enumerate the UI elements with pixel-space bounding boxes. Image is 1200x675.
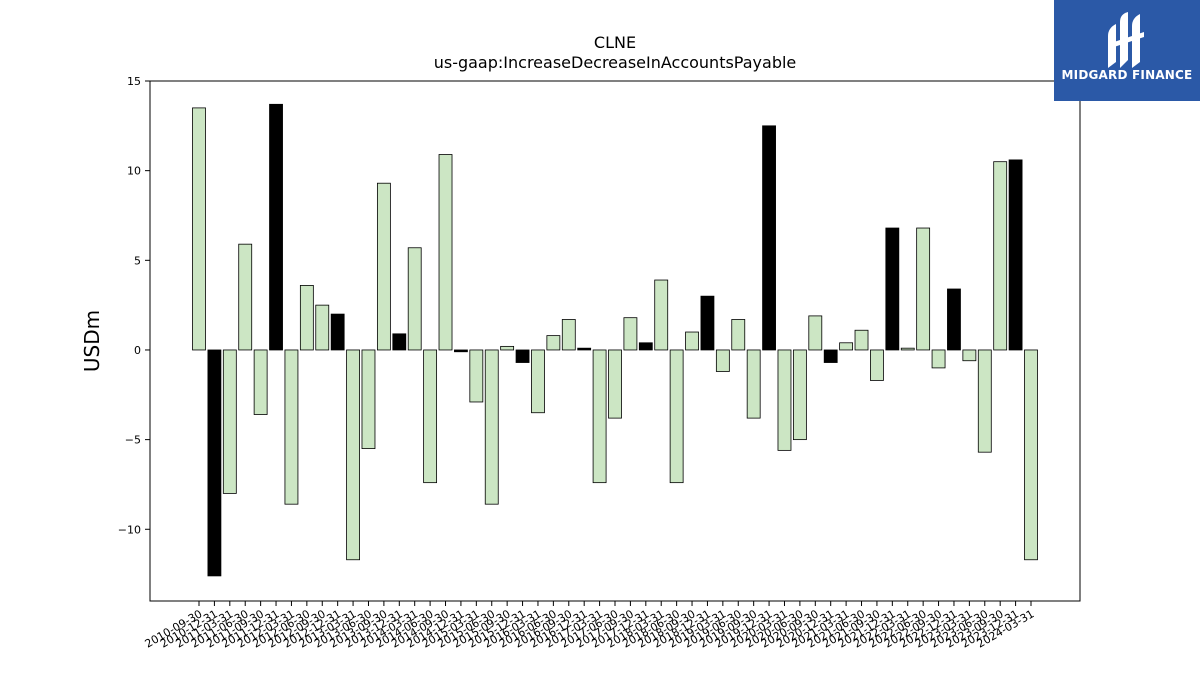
logo-text: MIDGARD FINANCE	[1061, 68, 1193, 82]
y-tick-label: 0	[134, 344, 141, 357]
bar-2019-12-31	[762, 125, 776, 351]
bar-2016-12-31	[577, 347, 592, 351]
bar-2022-06-30	[916, 227, 931, 351]
y-tick-label: 15	[127, 75, 141, 88]
bar-2017-06-30	[608, 349, 622, 419]
bar-2013-03-31	[346, 349, 360, 561]
bar-2021-06-30	[854, 329, 869, 351]
chart-title: CLNE	[594, 33, 636, 52]
midgard-logo-icon	[1108, 12, 1144, 68]
midgard-finance-logo: MIDGARD FINANCE	[1054, 0, 1200, 101]
bar-2018-12-31	[700, 295, 715, 351]
bar-2018-03-31	[654, 279, 669, 351]
bar-2015-06-30	[484, 349, 499, 505]
bar-2013-09-30	[376, 182, 391, 351]
bar-2023-12-31	[1008, 159, 1023, 351]
bar-2019-06-30	[731, 319, 746, 351]
bar-2020-09-30	[808, 315, 823, 351]
y-tick-label: −5	[125, 434, 141, 447]
y-tick-label: 10	[127, 165, 141, 178]
bar-2010-12-31	[207, 349, 222, 577]
bar-2011-12-31	[269, 103, 283, 351]
y-tick-label: 5	[134, 254, 141, 267]
bar-2011-09-30	[253, 349, 268, 415]
y-axis-label: USDm	[80, 310, 104, 372]
bar-2018-09-30	[685, 331, 699, 351]
chart-subtitle: us-gaap:IncreaseDecreaseInAccountsPayabl…	[434, 53, 797, 72]
bar-2012-09-30	[315, 304, 330, 351]
bar-2024-03-31	[1024, 349, 1038, 561]
bar-2015-12-31	[515, 349, 530, 363]
bar-2022-03-31	[900, 347, 915, 351]
bar-2020-06-30	[792, 349, 807, 441]
bar-2016-06-30	[546, 335, 561, 351]
bar-2016-09-30	[561, 319, 576, 351]
bar-2019-03-31	[715, 349, 730, 372]
bar-2012-06-30	[299, 285, 314, 351]
bar-2021-09-30	[870, 349, 884, 381]
bar-2019-09-30	[746, 349, 761, 419]
bar-2013-06-30	[361, 349, 376, 449]
bar-2013-12-31	[392, 333, 407, 351]
bar-2016-03-31	[531, 349, 545, 414]
bar-2011-06-30	[238, 243, 253, 351]
bar-2020-03-31	[777, 349, 792, 451]
bar-2015-03-31	[469, 349, 484, 403]
bar-2023-06-30	[977, 349, 992, 453]
bars-group	[192, 103, 1038, 577]
bar-2011-03-31	[222, 349, 237, 494]
y-tick-label: −10	[118, 523, 141, 536]
bar-2023-09-30	[993, 161, 1008, 351]
bar-2012-12-31	[330, 313, 345, 351]
bar-2014-09-30	[438, 154, 453, 351]
bar-2017-09-30	[623, 317, 638, 351]
bar-2020-12-31	[823, 349, 838, 363]
y-axis-ticks: −10 −5 0 5 10 15	[118, 75, 150, 536]
bar-2012-03-31	[284, 349, 299, 505]
bar-2021-03-31	[839, 342, 854, 351]
bar-2017-03-31	[592, 349, 607, 484]
bar-2014-12-31	[454, 349, 468, 353]
bar-2022-09-30	[931, 349, 946, 369]
bar-2010-09-30	[192, 107, 206, 351]
bar-2023-03-31	[962, 349, 977, 362]
bar-2021-12-31	[885, 227, 900, 351]
bar-2022-12-31	[947, 288, 961, 351]
bar-2015-09-30	[500, 345, 515, 351]
x-axis-ticks: 2010-09-302010-12-312011-03-312011-06-30…	[143, 601, 1037, 651]
bar-2014-03-31	[407, 247, 422, 351]
bar-2014-06-30	[423, 349, 438, 484]
bar-2018-06-30	[669, 349, 684, 484]
bar-2017-12-31	[638, 342, 653, 351]
plot-frame	[149, 80, 1081, 602]
